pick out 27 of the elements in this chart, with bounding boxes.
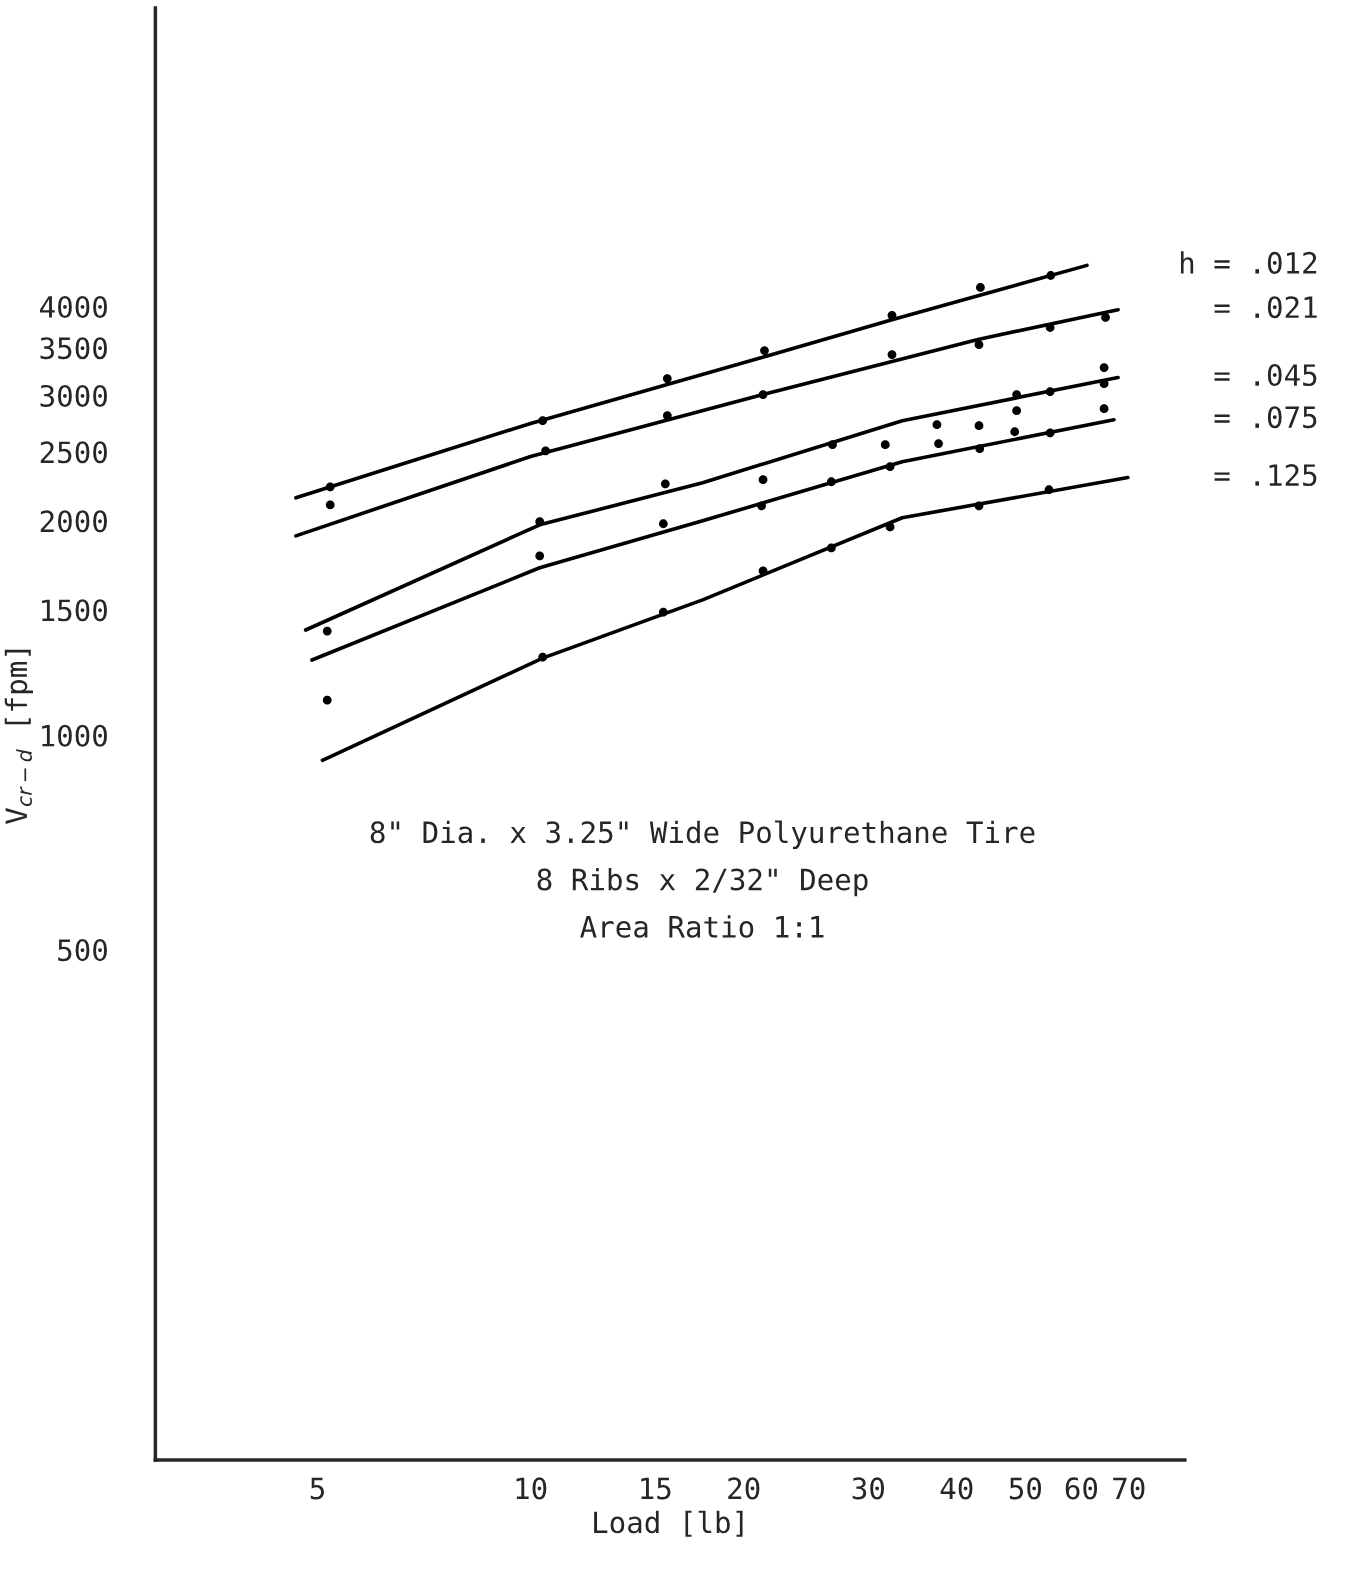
y-tick-label: 4000 (40, 295, 107, 318)
x-axis-title: Load [lb] (594, 1510, 743, 1537)
text: = .075 (1214, 406, 1317, 429)
y-tick-label: 1500 (42, 599, 107, 622)
y-tick-label: 3000 (40, 384, 107, 407)
x-tick-label: 70 (1113, 1477, 1145, 1500)
x-tick-label: 15 (641, 1477, 671, 1500)
text: h = .012 (1180, 251, 1317, 274)
y-tick-label: 2500 (40, 441, 107, 464)
x-tick-label: 30 (852, 1477, 884, 1500)
annotation: 8 Ribs x 2/32" Deep (537, 867, 868, 897)
x-tick-label: 40 (940, 1477, 973, 1500)
y-tick-label: 1000 (42, 724, 107, 747)
annotation: 8" Dia. x 3.25" Wide Polyurethane Tire (370, 820, 1035, 849)
x-tick-label: 10 (516, 1477, 547, 1500)
x-tick-label: 5 (310, 1477, 324, 1500)
text: V$_{cr−d}$ [fpm] (4, 649, 33, 824)
x-tick-label: 50 (1009, 1477, 1042, 1500)
text: = .021 (1214, 296, 1317, 319)
x-tick-label: 20 (728, 1477, 760, 1500)
y-tick-label: 2000 (40, 510, 107, 533)
text: = .125 (1214, 464, 1317, 487)
y-tick-label: 500 (58, 939, 107, 962)
text: = .045 (1214, 364, 1317, 387)
y-tick-label: 3500 (40, 337, 107, 360)
x-tick-label: 60 (1065, 1477, 1098, 1500)
annotation: Area Ratio 1:1 (580, 915, 824, 938)
